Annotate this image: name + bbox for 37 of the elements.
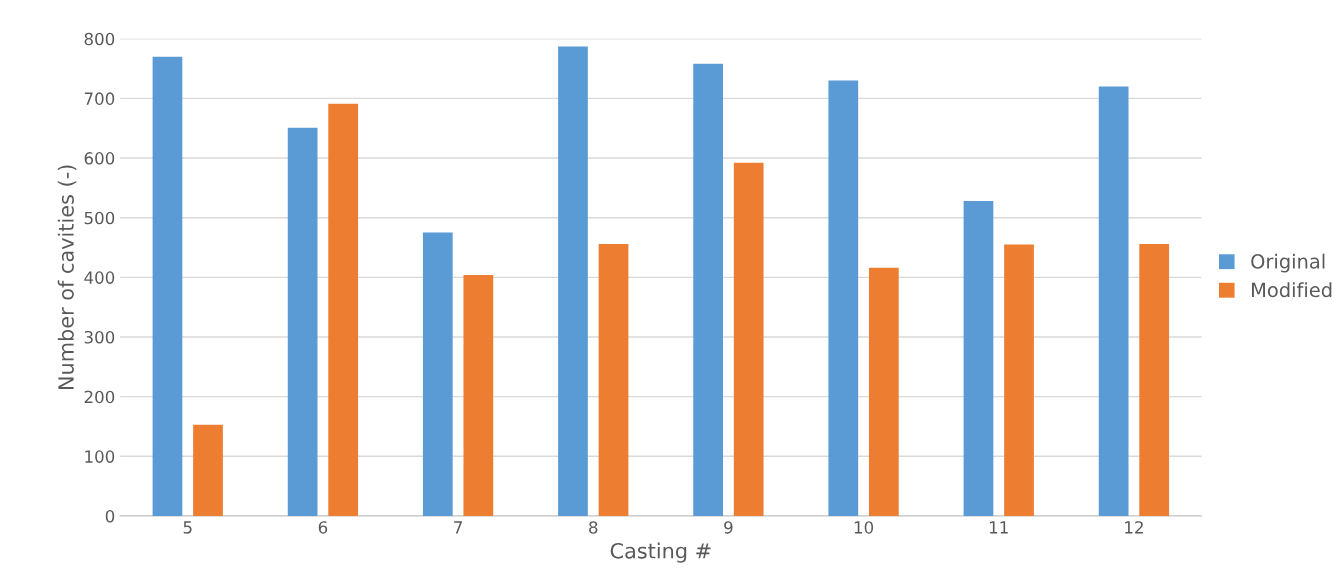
x-tick-label: 5 — [183, 521, 192, 534]
x-tick-label: 8 — [589, 521, 598, 534]
bar — [463, 274, 494, 516]
x-tick-label: 10 — [854, 521, 874, 534]
y-tick-label: 600 — [84, 152, 115, 165]
bar — [598, 243, 629, 516]
y-tick-label: 0 — [105, 509, 115, 523]
bar — [1004, 244, 1034, 516]
x-axis-title: Casting # — [610, 542, 711, 563]
x-tick-label: 7 — [454, 521, 462, 534]
bar — [328, 103, 359, 516]
y-tick-label: 700 — [84, 92, 115, 105]
y-tick-label: 400 — [84, 271, 115, 284]
bar — [193, 424, 223, 516]
bar — [1098, 86, 1129, 516]
x-tick-label: 6 — [318, 521, 328, 534]
y-tick-label: 800 — [84, 32, 115, 46]
y-tick-label: 100 — [85, 450, 115, 463]
bar — [287, 127, 318, 516]
bar — [733, 162, 764, 516]
bar — [693, 63, 723, 516]
bar — [963, 201, 994, 516]
bar — [828, 80, 859, 516]
legend-label: Modified — [1252, 282, 1332, 298]
legend-label: Original — [1251, 253, 1325, 273]
bar — [1139, 243, 1170, 516]
x-tick-label: 11 — [989, 521, 1008, 534]
bar — [868, 267, 899, 516]
bar — [558, 46, 588, 516]
y-tick-label: 300 — [84, 330, 115, 344]
x-tick-label: 12 — [1125, 521, 1143, 534]
y-tick-label: 500 — [84, 211, 115, 225]
bar — [152, 56, 183, 516]
x-tick-label: 9 — [724, 521, 733, 534]
y-tick-label: 200 — [84, 390, 115, 404]
y-axis-title: Number of cavities (-) — [57, 165, 77, 389]
bar — [422, 232, 453, 516]
